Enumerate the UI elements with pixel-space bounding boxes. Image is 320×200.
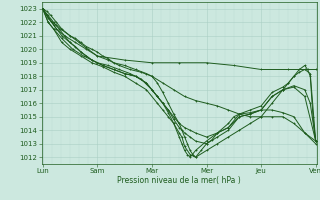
X-axis label: Pression niveau de la mer( hPa ): Pression niveau de la mer( hPa ) [117,176,241,185]
